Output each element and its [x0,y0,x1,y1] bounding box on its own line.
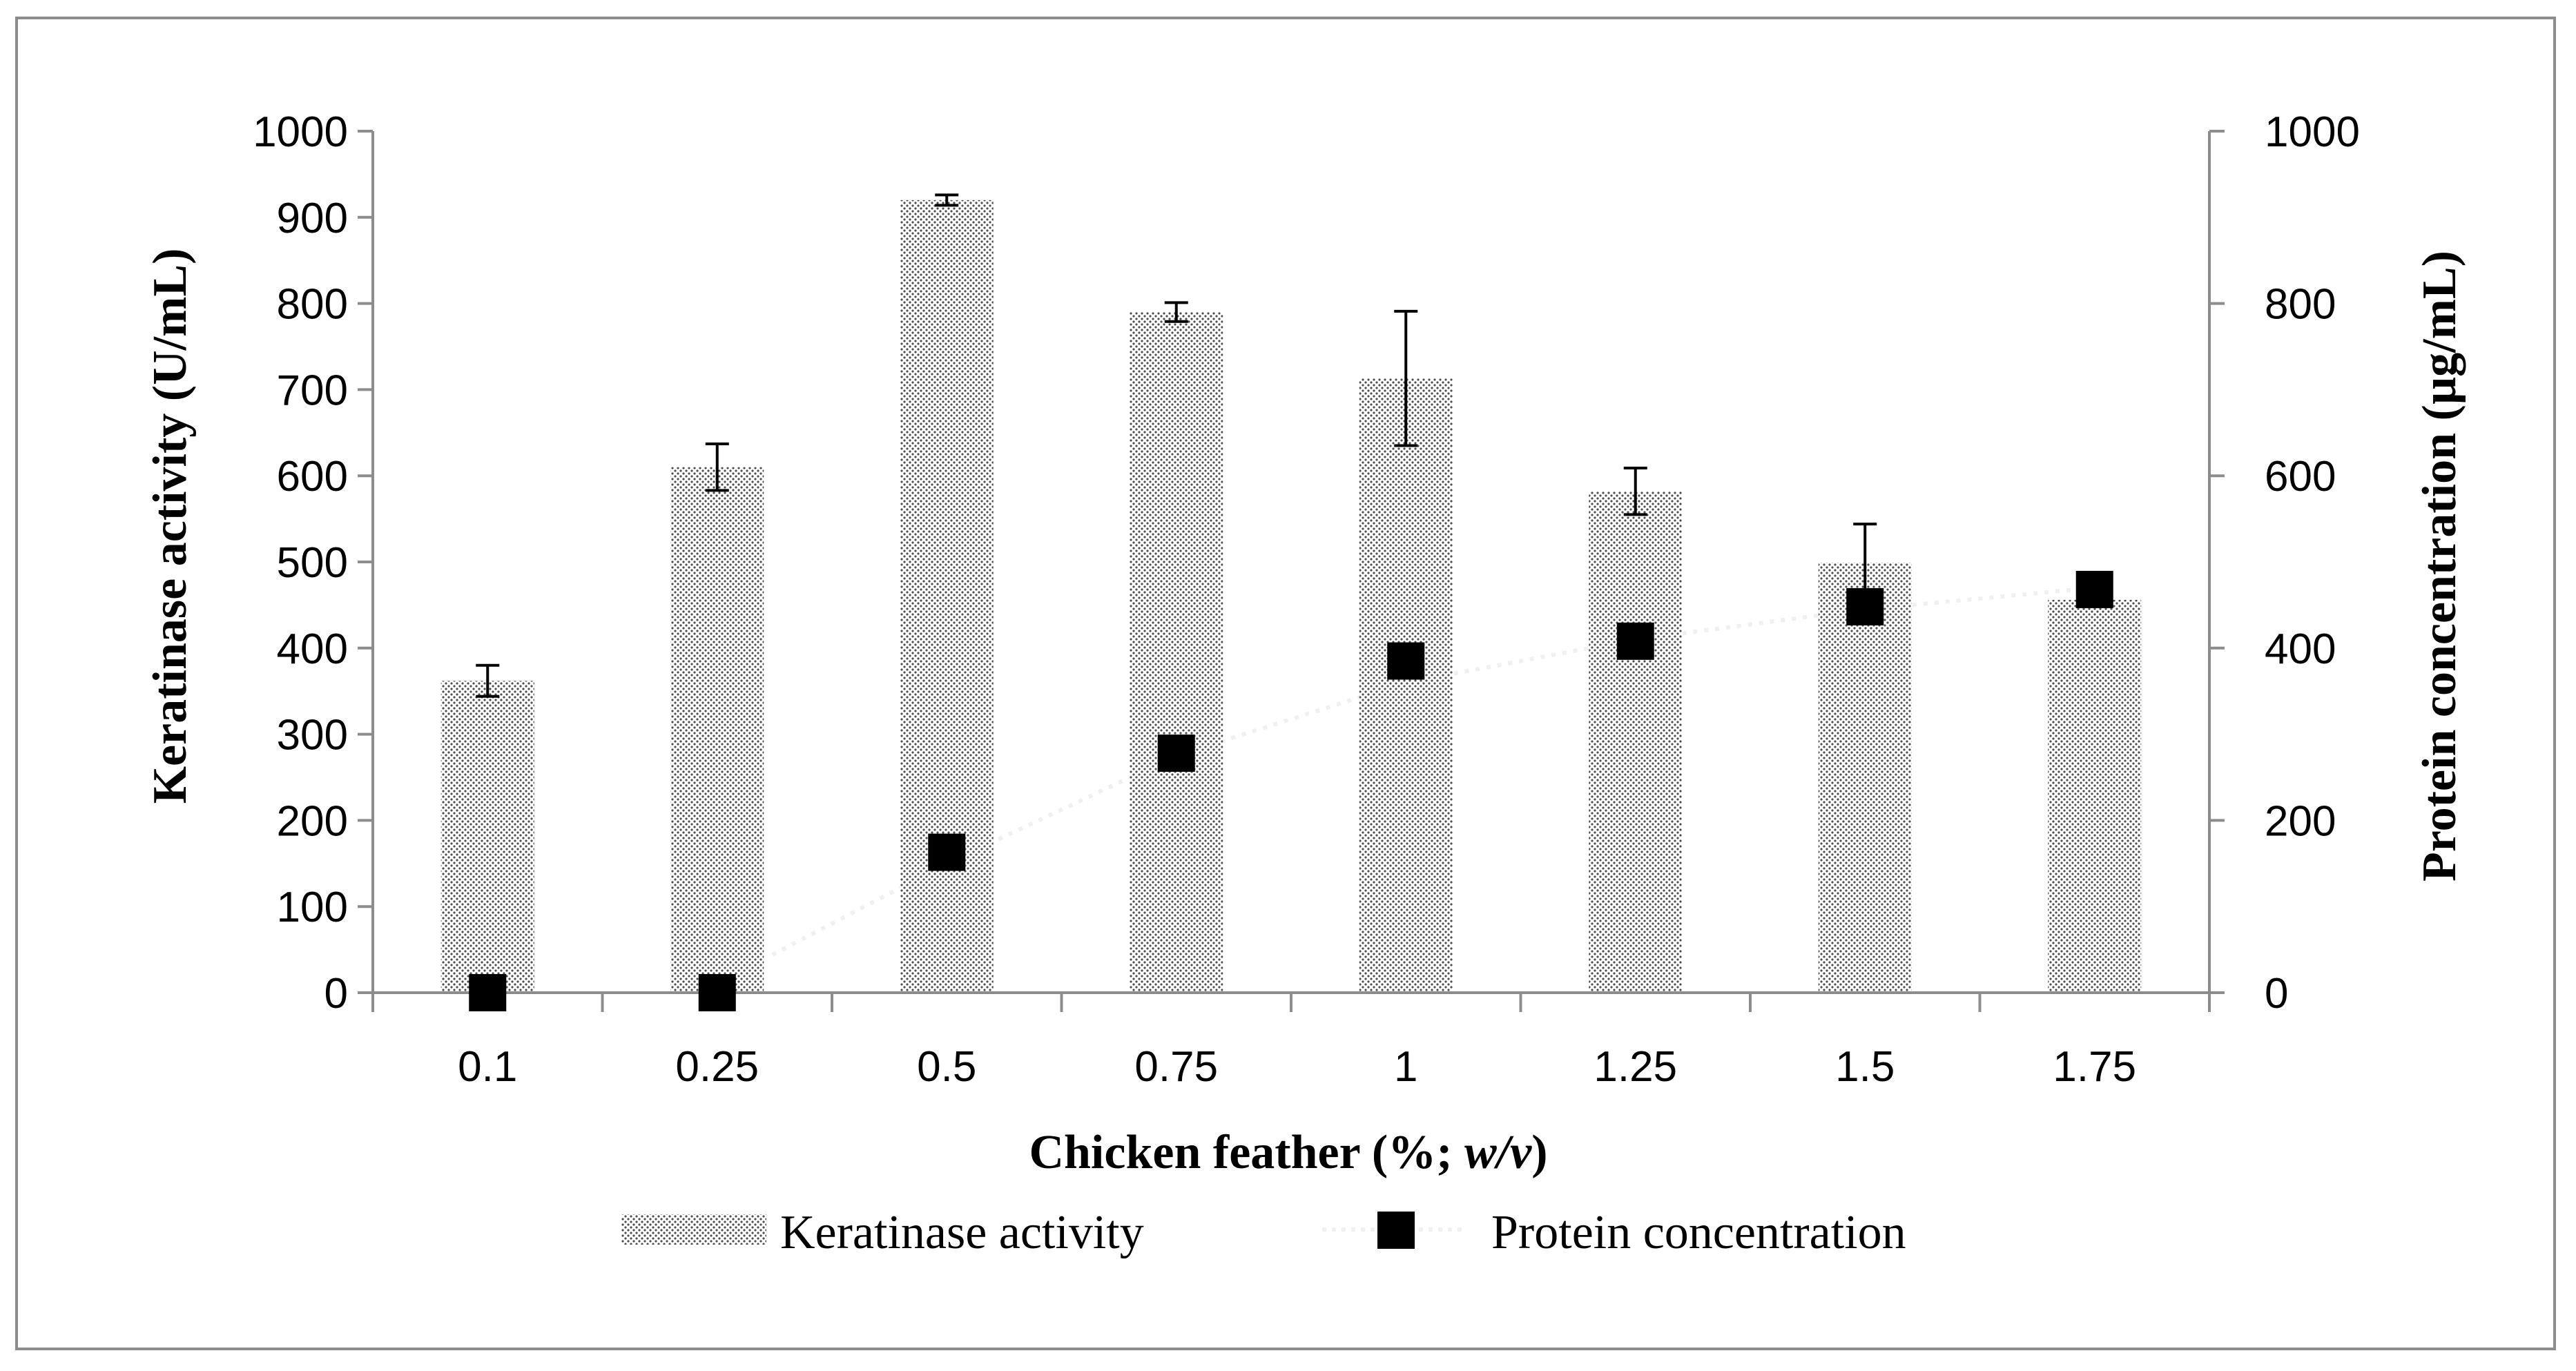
protein-marker [1846,587,1884,625]
y-left-tick-label: 0 [325,970,348,1018]
y-right-tick-label: 0 [2265,970,2288,1018]
error-bar [476,663,500,698]
keratinase-bar [1359,378,1453,993]
y-left-tick-label: 200 [277,797,348,845]
x-tick-label: 1.75 [2053,1043,2136,1091]
legend-swatch-protein [1377,1212,1415,1249]
protein-marker [469,974,507,1011]
protein-marker [2075,570,2113,608]
y-axis-left-title: Keratinase activity (U/mL) [144,249,197,804]
error-bar [935,193,959,207]
y-axis-right-title: Protein concentration (µg/mL) [2413,251,2466,882]
y-left-tick-label: 300 [277,712,348,759]
y-left-tick-label: 600 [277,453,348,500]
axes-layer: 0 100 200 300 400 500 600 700 800 900 1000 0 200 400 6… [253,108,2360,1091]
legend: Keratinase activity Protein concentratio… [621,1206,1906,1259]
error-bar [705,443,729,492]
y-left-tick-label: 500 [277,539,348,587]
y-left-tick-label: 700 [277,367,348,414]
y-left-tick-label: 400 [277,625,348,673]
keratinase-bar [2048,599,2142,993]
markers-layer [469,570,2113,1011]
protein-marker [928,833,966,871]
protein-marker [1387,642,1425,680]
y-left-tick-label: 1000 [253,108,348,156]
legend-swatch-keratinase [621,1214,766,1245]
keratinase-bar [1130,312,1223,993]
x-axis-title: Chicken feather (%; w/v) [1029,1126,1547,1179]
x-tick-label: 0.25 [675,1043,759,1091]
keratinase-bar [900,200,994,993]
legend-label-protein: Protein concentration [1491,1206,1906,1259]
x-tick-label: 1.25 [1594,1043,1677,1091]
keratinase-bar [1589,491,1683,993]
legend-label-keratinase: Keratinase activity [780,1206,1144,1259]
x-tick-label: 0.75 [1134,1043,1218,1091]
x-tick-label: 0.5 [917,1043,976,1091]
x-tick-label: 0.1 [458,1043,517,1091]
y-right-tick-label: 600 [2265,453,2336,500]
keratinase-bar [670,467,764,993]
y-right-tick-label: 200 [2265,797,2336,845]
y-right-tick-label: 1000 [2265,108,2360,156]
y-left-tick-label: 800 [277,281,348,329]
y-left-tick-label: 900 [277,195,348,242]
keratinase-bar [440,681,534,993]
error-bar [1164,301,1188,323]
protein-marker [698,974,736,1011]
error-bar [1394,309,1418,447]
y-left-tick-label: 100 [277,884,348,931]
protein-marker [1157,735,1195,772]
y-right-tick-label: 800 [2265,281,2336,329]
error-bar [1623,466,1647,516]
x-tick-label: 1.5 [1835,1043,1895,1091]
protein-marker [1616,622,1654,660]
y-right-tick-label: 400 [2265,625,2336,673]
keratinase-bar [1818,563,1912,993]
bars-layer [440,193,2142,993]
x-tick-label: 1 [1394,1043,1417,1091]
